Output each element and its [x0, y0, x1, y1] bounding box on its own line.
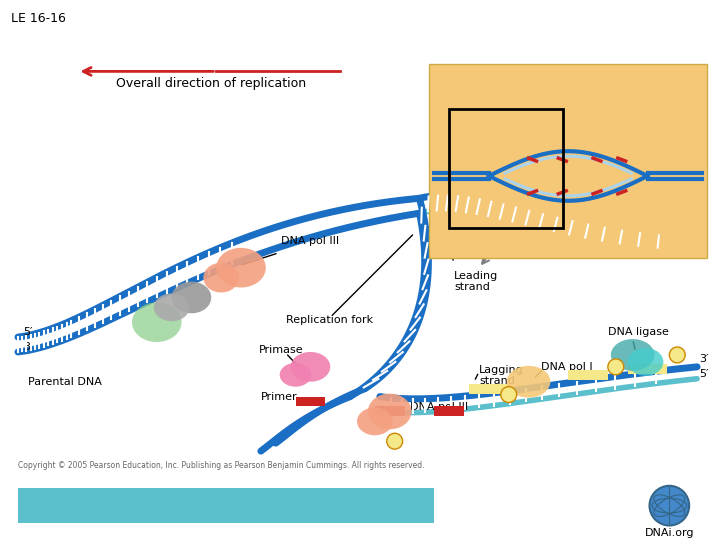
Text: Activity: DNA Replication: A Review: Activity: DNA Replication: A Review [65, 497, 387, 512]
Ellipse shape [628, 348, 663, 376]
Ellipse shape [507, 366, 550, 397]
Text: Leading
strand: Leading strand [454, 271, 498, 292]
Text: 1: 1 [674, 350, 680, 360]
Text: Leading
strand: Leading strand [656, 238, 697, 260]
Text: 3′: 3′ [23, 342, 32, 352]
Bar [449, 109, 563, 228]
Text: 4: 4 [392, 436, 397, 446]
Text: DNA ligase: DNA ligase [608, 327, 669, 337]
Text: DNA pol III: DNA pol III [410, 402, 468, 411]
Ellipse shape [611, 339, 654, 371]
Ellipse shape [154, 293, 189, 321]
Text: Replication fork: Replication fork [286, 315, 373, 325]
Circle shape [387, 433, 402, 449]
Circle shape [670, 347, 685, 363]
Text: Parental DNA: Parental DNA [28, 377, 102, 387]
Text: 3: 3 [505, 389, 512, 400]
Text: 5′: 5′ [23, 327, 32, 337]
Ellipse shape [279, 363, 312, 387]
Text: 3′: 3′ [699, 354, 708, 364]
Text: LE 16-16: LE 16-16 [11, 12, 66, 25]
FancyBboxPatch shape [568, 370, 608, 380]
Ellipse shape [132, 302, 181, 342]
Ellipse shape [171, 281, 211, 313]
Text: Lagging
strand: Lagging strand [461, 238, 503, 260]
Ellipse shape [203, 263, 239, 293]
Text: DNAi.org: DNAi.org [644, 529, 694, 538]
Ellipse shape [291, 352, 330, 382]
Circle shape [501, 387, 517, 402]
Text: Primase: Primase [259, 345, 304, 355]
Text: Lagging
strand: Lagging strand [479, 365, 523, 387]
Circle shape [649, 486, 689, 525]
Text: OVERVIEW: OVERVIEW [535, 236, 601, 246]
FancyBboxPatch shape [375, 407, 405, 416]
FancyBboxPatch shape [429, 64, 707, 258]
Text: Copyright © 2005 Pearson Education, Inc. Publishing as Pearson Benjamin Cummings: Copyright © 2005 Pearson Education, Inc.… [18, 461, 425, 470]
Ellipse shape [216, 248, 266, 287]
Text: DNA pol I: DNA pol I [541, 362, 593, 372]
Text: 2: 2 [613, 362, 619, 372]
Circle shape [608, 359, 624, 375]
FancyBboxPatch shape [434, 407, 464, 416]
Text: Primer: Primer [261, 392, 297, 402]
FancyBboxPatch shape [469, 384, 509, 394]
FancyBboxPatch shape [628, 364, 667, 374]
Text: 5′: 5′ [699, 369, 708, 379]
Ellipse shape [357, 408, 392, 435]
FancyBboxPatch shape [18, 488, 434, 523]
Text: Overall direction of replication: Overall direction of replication [116, 77, 306, 90]
Text: DNA pol III: DNA pol III [281, 236, 339, 246]
Text: Lagging
strand: Lagging strand [655, 76, 697, 98]
Ellipse shape [368, 394, 412, 429]
FancyBboxPatch shape [295, 396, 325, 407]
Text: Origin of replication: Origin of replication [516, 75, 620, 84]
Text: Leading
strand: Leading strand [461, 76, 503, 98]
